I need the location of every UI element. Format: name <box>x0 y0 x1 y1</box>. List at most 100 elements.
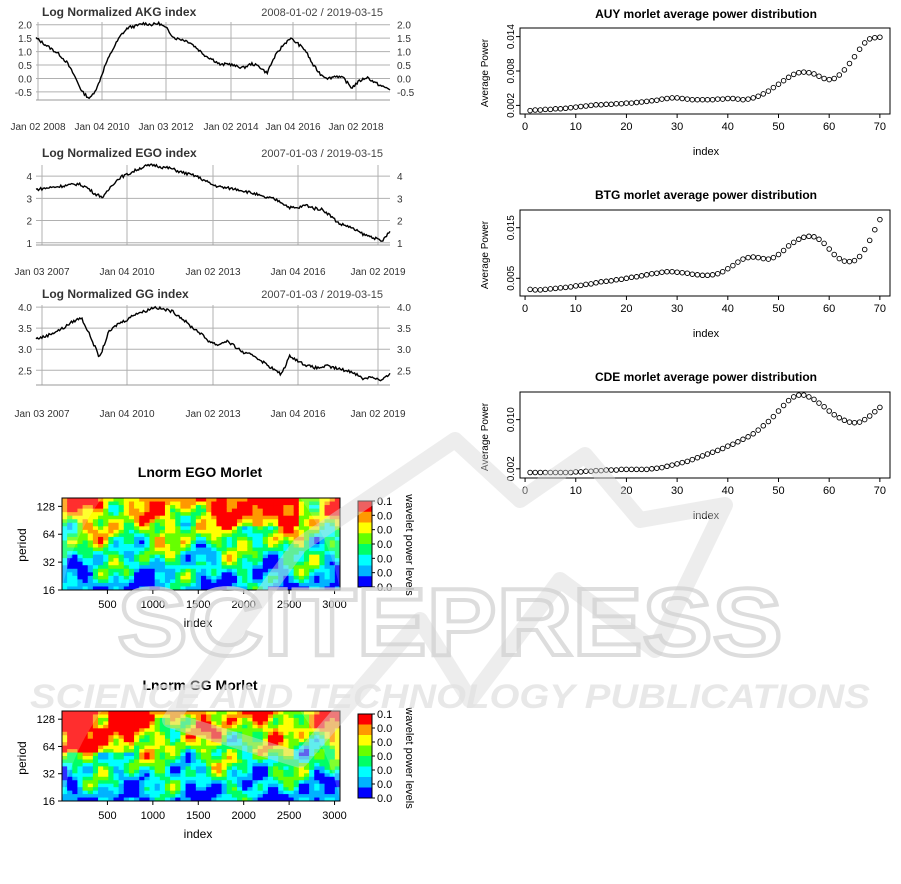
heatmap-cell <box>201 536 207 541</box>
heatmap-cell <box>98 558 104 563</box>
heatmap-cell <box>226 536 233 541</box>
heatmap-cell <box>273 721 279 726</box>
heatmap-cell <box>92 582 99 587</box>
heatmap-cell <box>103 773 109 778</box>
heatmap-cell <box>298 579 305 584</box>
heatmap-cell <box>319 526 325 531</box>
heatmap-cell <box>190 714 197 719</box>
heatmap-cell <box>252 565 259 570</box>
data-point <box>846 419 853 425</box>
heatmap-cell <box>226 769 233 774</box>
heatmap-cell <box>139 529 145 534</box>
heatmap-cell <box>252 714 259 719</box>
heatmap-cell <box>262 572 269 577</box>
heatmap-cell <box>154 728 161 733</box>
heatmap-cell <box>128 794 135 798</box>
data-point <box>704 272 711 279</box>
data-point <box>760 255 767 262</box>
heatmap-cell <box>128 714 135 719</box>
heatmap-cell <box>164 540 171 545</box>
heatmap-cell <box>226 735 233 740</box>
heatmap-cell <box>87 586 94 591</box>
heatmap-cell <box>154 544 161 548</box>
heatmap-cell <box>309 749 315 753</box>
heatmap-cell <box>98 501 104 506</box>
heatmap-cell <box>77 717 83 722</box>
heatmap-cell <box>226 717 233 722</box>
heatmap-cell <box>139 540 145 545</box>
heatmap-cell <box>257 776 264 781</box>
heatmap-cell <box>154 790 161 795</box>
heatmap-cell <box>283 769 289 774</box>
heatmap-cell <box>62 783 68 788</box>
heatmap-cell <box>195 551 202 556</box>
legend-label: 0.1 <box>377 496 392 508</box>
heatmap-cell <box>206 797 212 802</box>
heatmap-cell <box>62 780 68 785</box>
heatmap-cell <box>113 522 120 527</box>
heatmap-cell <box>128 505 135 510</box>
legend-label: 0.0 <box>377 779 392 791</box>
heatmap-cell <box>324 773 331 778</box>
data-point <box>557 285 564 291</box>
heatmap-cell <box>159 526 166 531</box>
heatmap-cell <box>113 773 120 778</box>
heatmap-cell <box>72 711 78 715</box>
heatmap-cell <box>303 565 310 570</box>
heatmap-cell <box>128 501 135 506</box>
heatmap-cell <box>113 501 120 506</box>
heatmap-cell <box>185 756 192 760</box>
heatmap-cell <box>170 769 176 774</box>
heatmap-cell <box>221 731 228 736</box>
heatmap-cell <box>293 766 300 771</box>
heatmap-cell <box>283 565 289 570</box>
heatmap-cell <box>319 752 325 757</box>
heatmap-cell <box>185 794 192 798</box>
heatmap-cell <box>103 756 109 760</box>
heatmap-cell <box>329 731 336 736</box>
heatmap-cell <box>211 565 217 570</box>
heatmap-cell <box>334 533 341 538</box>
heatmap-cell <box>170 728 176 733</box>
y-tick-label: 4.0 <box>18 303 32 314</box>
heatmap-cell <box>252 547 259 552</box>
heatmap-cell <box>175 756 181 760</box>
heatmap-cell <box>319 501 325 506</box>
heatmap-cell <box>92 745 99 750</box>
heatmap-cell <box>216 529 222 534</box>
heatmap-cell <box>262 515 269 520</box>
heatmap-cell <box>206 711 212 715</box>
data-point <box>861 40 868 46</box>
heatmap-cell <box>185 783 192 788</box>
heatmap-cell <box>195 554 202 559</box>
heatmap-cell <box>226 582 233 587</box>
heatmap-cell <box>216 742 222 747</box>
heatmap-cell <box>139 752 145 757</box>
heatmap-cell <box>324 797 331 802</box>
heatmap-cell <box>278 787 284 792</box>
heatmap-cell <box>319 568 325 573</box>
heatmap-cell <box>216 780 222 785</box>
heatmap-cell <box>195 501 202 506</box>
heatmap-cell <box>113 529 120 534</box>
heatmap-cell <box>283 790 289 795</box>
heatmap-cell <box>98 522 104 527</box>
heatmap-cell <box>293 498 300 502</box>
heatmap-cell <box>180 544 186 548</box>
heatmap-cell <box>123 551 130 556</box>
heatmap-cell <box>267 586 274 591</box>
heatmap-cell <box>226 773 233 778</box>
heatmap-cell <box>278 540 284 545</box>
heatmap-cell <box>180 728 186 733</box>
heatmap-cell <box>242 783 248 788</box>
heatmap-cell <box>108 505 114 510</box>
heatmap-cell <box>170 512 176 517</box>
data-point <box>709 96 716 103</box>
heatmap-cell <box>298 714 305 719</box>
heatmap-cell <box>262 762 269 767</box>
heatmap-cell <box>334 586 341 591</box>
heatmap-cell <box>278 533 284 538</box>
heatmap-cell <box>231 742 238 747</box>
heatmap-cell <box>314 752 320 757</box>
heatmap-cell <box>309 498 315 502</box>
